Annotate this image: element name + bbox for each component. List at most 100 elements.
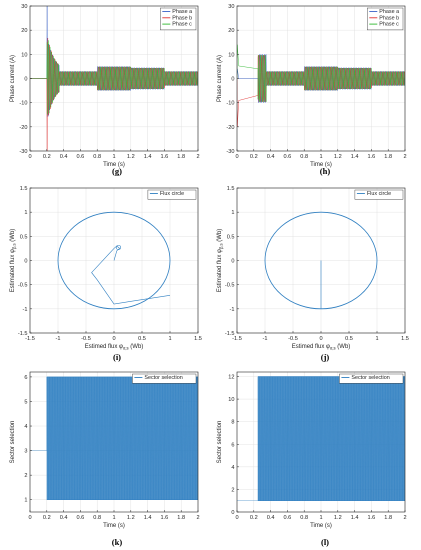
x-tick-label: 0.6 <box>284 154 292 160</box>
y-axis-label: Estimated flux φβ,s (Wb) <box>10 229 17 293</box>
y-tick-label: -20 <box>226 125 234 131</box>
x-tick-label: 1.5 <box>401 336 409 342</box>
x-tick-label: 0 <box>235 154 238 160</box>
chart-5: 0 0.2 0.4 0.6 0.8 1 1.2 1.4 1.6 1.8 2 0 2 4 6 8 10 12 Time… <box>217 371 407 547</box>
x-axis-label: Estimed flux φα,s (Wb) <box>85 344 144 351</box>
y-tick-label: 10 <box>228 397 234 403</box>
x-tick-label: 0.6 <box>77 154 85 160</box>
y-axis-label: Phase current (A) <box>217 55 223 102</box>
y-tick-label: 8 <box>231 420 234 426</box>
x-tick-label: 1.8 <box>384 154 392 160</box>
y-axis-label: Sector selection <box>10 421 16 464</box>
y-tick-label: 1.5 <box>227 186 235 192</box>
x-tick-label: 1.4 <box>144 154 152 160</box>
x-axis-label: Estimed flux φα,s (Wb) <box>292 344 351 351</box>
y-tick-label: 0.5 <box>20 234 28 240</box>
x-tick-label: -1.5 <box>25 336 35 342</box>
legend-label: Flux circle <box>160 191 184 197</box>
x-tick-label: 0.8 <box>300 515 308 521</box>
x-tick-label: 0.4 <box>267 515 275 521</box>
legend-label: Phase b <box>379 15 399 21</box>
chart-1: 0 0.2 0.4 0.6 0.8 1 1.2 1.4 1.6 1.8 2 -30 -20 -10 0 10 2… <box>217 4 407 176</box>
x-tick-label: 1 <box>375 336 378 342</box>
y-tick-label: -10 <box>19 101 27 107</box>
y-tick-label: -10 <box>226 101 234 107</box>
legend-label: Phase c <box>379 22 399 28</box>
chart-3: -1.5 -1 -0.5 0 0.5 1 1.5 -1.5 -1 -0.5 0 0.5 1 1.5 Esti… <box>217 186 409 362</box>
x-tick-label: 2 <box>403 154 406 160</box>
legend-box <box>147 189 197 200</box>
y-tick-label: 30 <box>21 4 27 10</box>
x-tick-label: 0 <box>28 515 31 521</box>
x-tick-label: 1.6 <box>368 154 376 160</box>
legend-box <box>132 373 197 384</box>
x-tick-label: 1.2 <box>127 515 135 521</box>
legend-label: Sector selection <box>351 375 389 381</box>
x-tick-label: 1.6 <box>161 154 169 160</box>
y-axis-label: Estimated flux φβ,s (Wb) <box>217 229 224 293</box>
x-tick-label: 2 <box>403 515 406 521</box>
legend: Sector selection <box>339 373 404 384</box>
x-tick-label: 1.8 <box>177 515 185 521</box>
x-tick-label: 1.4 <box>144 515 152 521</box>
y-tick-label: 0 <box>231 259 234 265</box>
series-line <box>237 55 405 127</box>
y-tick-label: -1 <box>230 307 235 313</box>
chart-4: 0 0.2 0.4 0.6 0.8 1 1.2 1.4 1.6 1.8 2 1 2 3 4 5 6 Time (s… <box>10 371 200 547</box>
panel-caption: (l) <box>321 537 329 547</box>
legend-box <box>354 189 404 200</box>
x-tick-label: -1 <box>263 336 268 342</box>
y-tick-label: -1.5 <box>225 331 235 337</box>
x-tick-label: 0.5 <box>345 336 353 342</box>
y-tick-label: 12 <box>228 375 234 381</box>
legend: Flux circle <box>354 189 404 200</box>
legend: Flux circle <box>147 189 197 200</box>
y-tick-label: 0.5 <box>227 234 235 240</box>
y-tick-label: -1 <box>23 307 28 313</box>
y-tick-label: 1 <box>231 210 234 216</box>
x-axis-label: Time (s) <box>310 162 332 168</box>
x-tick-label: 2 <box>196 154 199 160</box>
x-tick-label: 1.8 <box>177 154 185 160</box>
x-tick-label: 0.6 <box>284 515 292 521</box>
y-tick-label: 0 <box>231 77 234 83</box>
x-axis-label: Time (s) <box>103 523 125 529</box>
y-tick-label: 4 <box>231 465 234 471</box>
x-tick-label: 0.2 <box>250 515 258 521</box>
y-tick-label: -0.5 <box>18 283 28 289</box>
y-tick-label: 2 <box>231 487 234 493</box>
x-tick-label: 0 <box>112 336 115 342</box>
chart-0: 0 0.2 0.4 0.6 0.8 1 1.2 1.4 1.6 1.8 2 -30 -20 -10 0 10 2… <box>10 4 200 176</box>
x-tick-label: 0.2 <box>43 515 51 521</box>
y-tick-label: -30 <box>226 149 234 155</box>
x-tick-label: 0 <box>28 154 31 160</box>
chart-2: -1.5 -1 -0.5 0 0.5 1 1.5 -1.5 -1 -0.5 0 0.5 1 1.5 Esti… <box>10 186 202 362</box>
x-tick-label: 1.5 <box>194 336 202 342</box>
y-tick-label: 0 <box>24 77 27 83</box>
x-tick-label: -1.5 <box>232 336 242 342</box>
y-axis-label: Sector selection <box>217 421 223 464</box>
y-tick-label: 10 <box>228 52 234 58</box>
legend-box <box>339 373 404 384</box>
y-tick-label: -30 <box>19 149 27 155</box>
y-tick-label: -1.5 <box>18 331 28 337</box>
x-tick-label: 0 <box>319 336 322 342</box>
x-tick-label: 1 <box>168 336 171 342</box>
x-tick-label: 2 <box>196 515 199 521</box>
y-tick-label: 1 <box>24 498 27 504</box>
y-tick-label: 4 <box>24 424 27 430</box>
x-tick-label: 1.4 <box>351 154 359 160</box>
series-line <box>30 40 198 115</box>
y-axis-label: Phase current (A) <box>10 55 16 102</box>
panel-caption: (k) <box>112 537 123 547</box>
panel-caption: (j) <box>321 352 330 362</box>
series-transient <box>91 245 171 305</box>
y-tick-label: -20 <box>19 125 27 131</box>
x-tick-label: 0.4 <box>60 515 68 521</box>
x-tick-label: 1.4 <box>351 515 359 521</box>
panel-caption: (g) <box>112 166 122 176</box>
legend-label: Phase a <box>172 9 192 15</box>
x-tick-label: -1 <box>56 336 61 342</box>
x-tick-label: 0.4 <box>267 154 275 160</box>
